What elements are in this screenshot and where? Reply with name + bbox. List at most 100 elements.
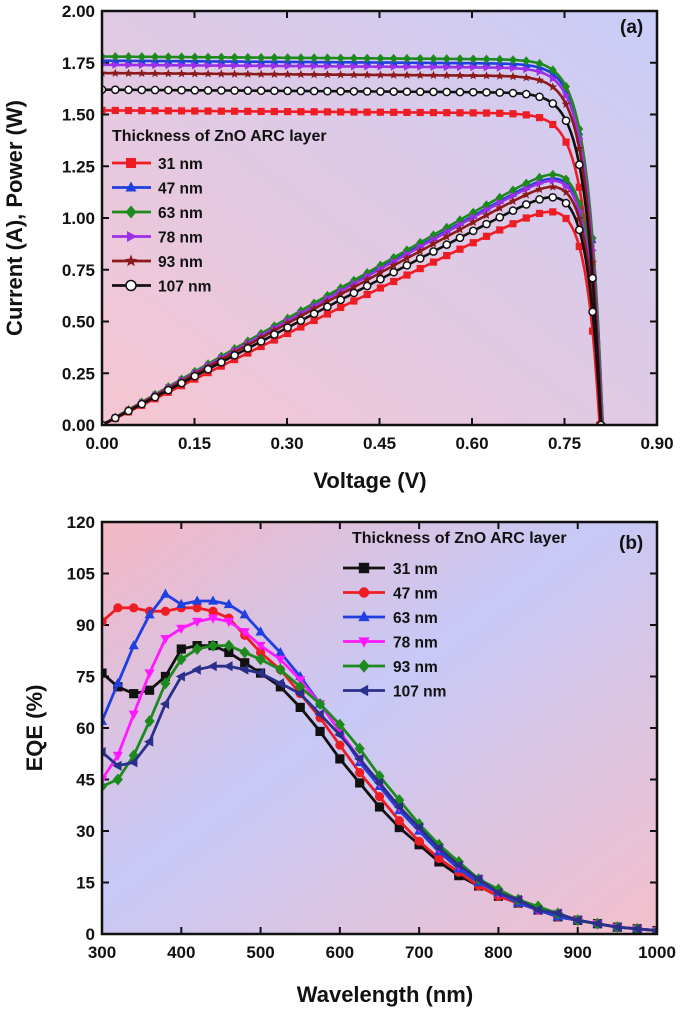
- power-point: [336, 295, 345, 305]
- current-point: [271, 62, 279, 70]
- panel-a-y-axis-label: Current (A), Power (W): [2, 100, 27, 336]
- power-point: [216, 357, 226, 367]
- current-point: [442, 70, 452, 80]
- current-point: [164, 52, 173, 62]
- current-point: [310, 108, 318, 116]
- current-point: [482, 109, 491, 117]
- y-tick-label: 2.00: [62, 2, 95, 21]
- current-point: [322, 69, 332, 79]
- legend-marker: [358, 587, 370, 598]
- eqe-point: [112, 760, 122, 771]
- eqe-point: [144, 736, 154, 747]
- current-point: [508, 71, 518, 81]
- x-tick-label: 300: [88, 943, 116, 962]
- eqe-point: [473, 874, 483, 885]
- power-point: [455, 233, 465, 243]
- eqe-point: [224, 647, 234, 658]
- legend-label: 78 nm: [158, 230, 203, 247]
- current-point: [469, 54, 478, 64]
- legend-item-31-nm: 31 nm: [343, 561, 438, 578]
- current-point: [283, 86, 292, 96]
- power-point: [270, 336, 278, 344]
- power-point: [256, 337, 266, 346]
- current-point: [349, 70, 359, 79]
- current-point: [256, 86, 266, 96]
- eqe-point: [334, 729, 344, 740]
- current-point: [349, 53, 358, 63]
- current-point: [270, 107, 278, 116]
- current-point: [191, 107, 199, 115]
- current-point: [283, 53, 292, 63]
- current-point: [549, 74, 558, 83]
- current-point: [297, 108, 305, 116]
- eqe-point: [275, 682, 285, 692]
- eqe-point: [160, 635, 171, 645]
- power-point: [456, 215, 464, 225]
- eqe-point: [335, 754, 345, 764]
- eqe-point: [144, 685, 155, 695]
- current-point: [151, 107, 159, 115]
- eqe-point: [207, 614, 219, 624]
- current-point: [323, 108, 331, 116]
- eqe-point: [433, 843, 443, 854]
- power-point: [508, 196, 518, 205]
- legend-item-78-nm: 78 nm: [343, 635, 438, 652]
- power-point: [296, 316, 306, 325]
- current-point: [283, 69, 293, 79]
- power-point: [415, 246, 425, 255]
- current-point: [323, 53, 332, 63]
- x-tick-label: 0.45: [363, 434, 396, 453]
- current-point: [177, 85, 186, 95]
- current-point: [415, 70, 425, 80]
- panel-b-frame: [100, 520, 659, 936]
- eqe-point: [160, 588, 171, 598]
- x-tick-label: 1000: [638, 943, 676, 962]
- power-point: [442, 232, 452, 241]
- y-tick-label: 45: [76, 771, 95, 790]
- power-point: [510, 191, 518, 200]
- power-point: [297, 323, 305, 331]
- current-point: [376, 87, 385, 96]
- x-tick-label: 500: [246, 943, 274, 962]
- power-point: [549, 176, 558, 185]
- eqe-point: [223, 639, 234, 652]
- legend-marker: [357, 684, 369, 697]
- current-point: [310, 53, 319, 63]
- eqe-point: [192, 603, 202, 613]
- y-tick-label: 1.00: [62, 209, 95, 228]
- current-point: [244, 61, 253, 70]
- power-point: [309, 309, 319, 319]
- power-point: [284, 329, 292, 338]
- current-point: [562, 81, 571, 92]
- current-point: [482, 71, 491, 80]
- current-point: [336, 70, 346, 79]
- x-tick-label: 0.60: [455, 434, 488, 453]
- current-point: [588, 257, 598, 267]
- eqe-point: [192, 643, 203, 656]
- current-point: [191, 61, 200, 70]
- power-point: [429, 239, 438, 248]
- power-point: [457, 220, 465, 229]
- eqe-point: [394, 794, 405, 807]
- series-93-nm: [102, 68, 606, 425]
- eqe-point: [112, 751, 123, 761]
- power-point: [563, 181, 571, 190]
- eqe-point: [651, 927, 657, 934]
- current-point: [468, 70, 478, 80]
- current-point: [164, 107, 172, 115]
- y-tick-label: 1.50: [62, 106, 95, 125]
- power-point: [523, 185, 531, 193]
- legend-item-63-nm: 63 nm: [343, 610, 438, 627]
- y-tick-label: 1.25: [62, 157, 95, 176]
- eqe-point: [128, 757, 138, 768]
- eqe-point: [129, 603, 139, 613]
- power-point: [110, 413, 120, 423]
- current-point: [574, 143, 584, 153]
- current-point: [111, 51, 120, 62]
- current-point: [521, 89, 531, 99]
- power-point: [375, 268, 385, 277]
- current-point: [296, 69, 306, 79]
- current-point: [522, 111, 530, 119]
- power-point: [404, 250, 412, 259]
